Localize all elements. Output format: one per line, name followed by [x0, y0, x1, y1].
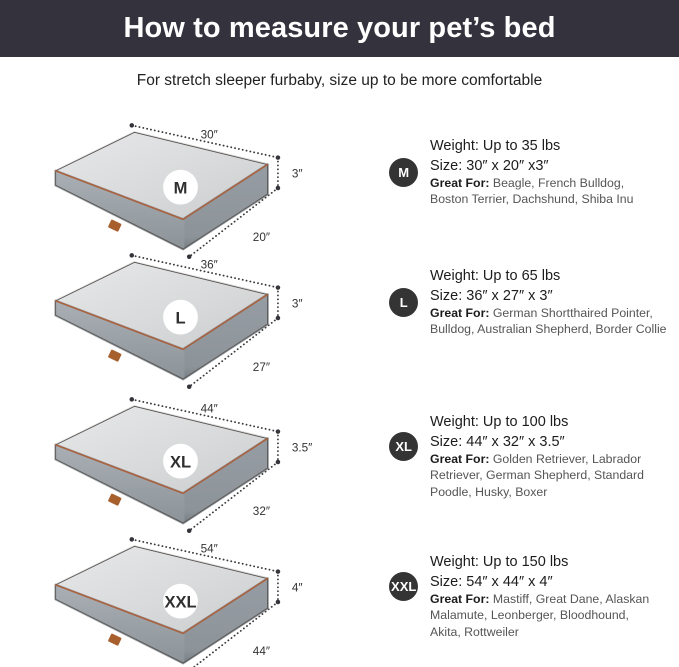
svg-text:27″: 27″ [253, 361, 270, 374]
svg-text:XXL: XXL [164, 592, 196, 611]
svg-text:L: L [175, 308, 185, 327]
svg-text:4″: 4″ [292, 582, 303, 595]
svg-text:44″: 44″ [201, 402, 218, 415]
svg-text:3.5″: 3.5″ [292, 442, 312, 455]
svg-text:44″: 44″ [253, 645, 270, 658]
svg-text:M: M [174, 178, 188, 197]
svg-text:3″: 3″ [292, 168, 303, 181]
svg-text:30″: 30″ [201, 128, 218, 141]
svg-text:36″: 36″ [201, 258, 218, 271]
svg-text:XL: XL [170, 452, 191, 471]
svg-text:3″: 3″ [292, 298, 303, 311]
svg-text:54″: 54″ [201, 542, 218, 555]
